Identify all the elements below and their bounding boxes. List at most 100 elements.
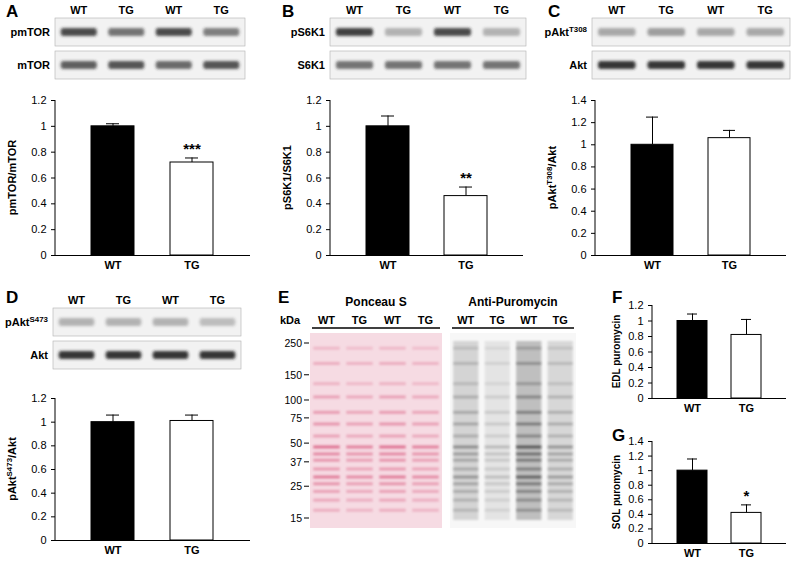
svg-text:0.4: 0.4 — [306, 197, 321, 209]
svg-text:pmTOR/mTOR: pmTOR/mTOR — [6, 140, 18, 215]
svg-text:TG: TG — [494, 4, 509, 16]
svg-text:WT: WT — [162, 294, 179, 306]
svg-text:0: 0 — [580, 249, 586, 261]
svg-text:TG: TG — [458, 259, 473, 271]
svg-text:0.4: 0.4 — [628, 508, 643, 520]
svg-text:0.6: 0.6 — [31, 463, 46, 475]
svg-text:0.8: 0.8 — [306, 146, 321, 158]
svg-text:0.2: 0.2 — [306, 223, 321, 235]
svg-text:EDL puromycin: EDL puromycin — [611, 315, 622, 389]
svg-text:TG: TG — [758, 4, 773, 16]
svg-text:1: 1 — [580, 138, 586, 150]
svg-text:TG: TG — [659, 4, 674, 16]
svg-text:***: *** — [183, 140, 201, 157]
svg-text:WT: WT — [384, 314, 401, 326]
svg-text:TG: TG — [418, 314, 433, 326]
svg-text:WT: WT — [104, 544, 121, 556]
svg-text:TG: TG — [722, 259, 737, 271]
svg-text:0.6: 0.6 — [31, 172, 46, 184]
svg-text:0.8: 0.8 — [628, 479, 643, 491]
svg-text:1.2: 1.2 — [306, 94, 321, 106]
svg-text:1.4: 1.4 — [571, 94, 586, 106]
svg-text:0.2: 0.2 — [628, 522, 643, 534]
svg-text:WT: WT — [444, 4, 461, 16]
svg-text:WT: WT — [68, 294, 85, 306]
svg-text:0: 0 — [40, 249, 46, 261]
svg-text:WT: WT — [70, 4, 87, 16]
svg-text:**: ** — [460, 169, 472, 186]
svg-text:0.4: 0.4 — [628, 361, 643, 373]
svg-text:0.2: 0.2 — [31, 223, 46, 235]
svg-text:TG: TG — [396, 4, 411, 16]
svg-text:pS6K1: pS6K1 — [291, 26, 325, 38]
svg-text:WT: WT — [457, 314, 474, 326]
svg-text:TG: TG — [739, 402, 754, 414]
svg-text:1.2: 1.2 — [31, 392, 46, 404]
svg-text:WT: WT — [520, 314, 537, 326]
svg-text:pAktT308/Akt: pAktT308/Akt — [545, 146, 558, 210]
svg-text:37: 37 — [290, 456, 302, 468]
svg-text:0.6: 0.6 — [628, 346, 643, 358]
svg-text:TG: TG — [739, 547, 754, 559]
svg-text:WT: WT — [644, 259, 661, 271]
svg-text:WT: WT — [684, 547, 701, 559]
svg-text:1.2: 1.2 — [31, 94, 46, 106]
svg-text:0.8: 0.8 — [31, 439, 46, 451]
svg-text:0.2: 0.2 — [31, 510, 46, 522]
svg-text:0.6: 0.6 — [571, 183, 586, 195]
svg-text:TG: TG — [490, 314, 505, 326]
svg-text:1.4: 1.4 — [628, 435, 643, 447]
svg-text:1.2: 1.2 — [628, 299, 643, 311]
svg-text:WT: WT — [379, 259, 396, 271]
svg-text:pmTOR: pmTOR — [10, 26, 50, 38]
svg-text:150: 150 — [284, 369, 302, 381]
svg-text:mTOR: mTOR — [17, 59, 50, 71]
svg-text:TG: TG — [116, 294, 131, 306]
svg-text:0.2: 0.2 — [628, 377, 643, 389]
svg-text:0.8: 0.8 — [571, 160, 586, 172]
svg-text:Anti-Puromycin: Anti-Puromycin — [468, 295, 557, 309]
svg-text:Ponceau S: Ponceau S — [345, 295, 406, 309]
svg-text:0: 0 — [315, 249, 321, 261]
svg-text:0.8: 0.8 — [31, 146, 46, 158]
svg-text:kDa: kDa — [280, 314, 301, 326]
svg-text:Akt: Akt — [30, 349, 48, 361]
svg-text:WT: WT — [608, 4, 625, 16]
svg-text:15: 15 — [290, 512, 302, 524]
svg-text:0: 0 — [637, 537, 643, 549]
svg-text:Akt: Akt — [569, 59, 587, 71]
svg-text:WT: WT — [707, 4, 724, 16]
svg-text:*: * — [744, 487, 750, 504]
svg-text:WT: WT — [684, 402, 701, 414]
svg-text:pAktS473/Akt: pAktS473/Akt — [5, 437, 18, 501]
svg-text:0.8: 0.8 — [628, 330, 643, 342]
svg-text:1: 1 — [40, 416, 46, 428]
svg-text:100: 100 — [284, 394, 302, 406]
svg-text:0: 0 — [40, 534, 46, 546]
svg-text:1.2: 1.2 — [628, 450, 643, 462]
svg-text:WT: WT — [104, 259, 121, 271]
svg-text:50: 50 — [290, 437, 302, 449]
svg-text:TG: TG — [352, 314, 367, 326]
svg-text:25: 25 — [290, 480, 302, 492]
svg-text:TG: TG — [214, 4, 229, 16]
svg-text:TG: TG — [184, 259, 199, 271]
svg-text:1: 1 — [637, 315, 643, 327]
svg-text:0: 0 — [637, 392, 643, 404]
svg-text:WT: WT — [346, 4, 363, 16]
svg-text:pAktS473: pAktS473 — [5, 315, 49, 328]
svg-text:0.4: 0.4 — [31, 197, 46, 209]
svg-text:0.4: 0.4 — [31, 487, 46, 499]
svg-text:1: 1 — [40, 120, 46, 132]
svg-text:TG: TG — [184, 544, 199, 556]
svg-text:SOL puromycin: SOL puromycin — [611, 455, 622, 529]
svg-text:TG: TG — [553, 314, 568, 326]
svg-text:TG: TG — [119, 4, 134, 16]
svg-text:1: 1 — [637, 464, 643, 476]
svg-text:0.2: 0.2 — [571, 227, 586, 239]
svg-text:0.6: 0.6 — [628, 493, 643, 505]
svg-text:0.6: 0.6 — [306, 172, 321, 184]
svg-text:0.4: 0.4 — [571, 205, 586, 217]
svg-text:75: 75 — [290, 412, 302, 424]
svg-text:WT: WT — [165, 4, 182, 16]
